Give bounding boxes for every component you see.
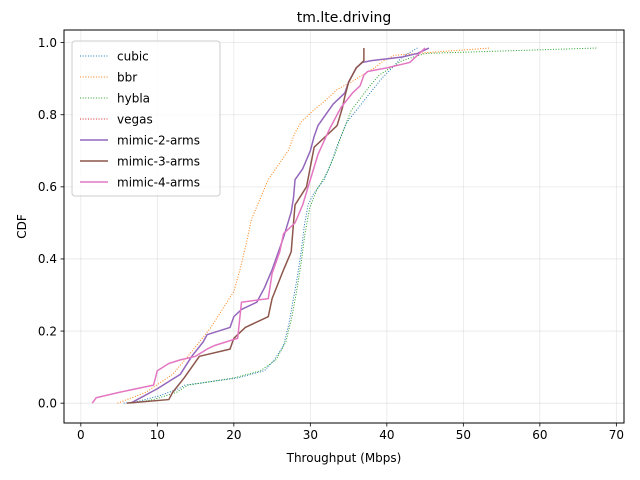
y-tick-label: 0.4 [38,252,57,266]
chart-title: tm.lte.driving [297,10,392,26]
x-tick-label: 10 [150,428,165,442]
legend: cubic bbr hybla vegas mimic-2-arms mimic-3-ar… [71,40,221,197]
legend-label-mimic-2-arms: mimic-2-arms [117,133,200,147]
y-tick-label: 0.6 [38,180,57,194]
y-axis-label: CDF [15,214,29,239]
x-tick-label: 60 [532,428,547,442]
y-tick-label: 0.2 [38,324,57,338]
grid [64,30,624,423]
x-tick-label: 70 [609,428,624,442]
x-tick-label: 40 [379,428,394,442]
legend-label-mimic-3-arms: mimic-3-arms [117,154,200,168]
series-lines [91,47,598,404]
legend-box [71,40,221,197]
axes-frame [63,29,625,424]
x-tick-label: 50 [456,428,471,442]
legend-label-hybla: hybla [117,91,150,105]
y-tick-label: 0.8 [38,108,57,122]
x-axis-label: Throughput (Mbps) [286,451,402,465]
legend-label-mimic-4-arms: mimic-4-arms [117,175,200,189]
legend-label-cubic: cubic [117,49,149,63]
y-tick-label: 0.0 [38,396,57,410]
ticks: 0 10 20 30 40 50 60 70 0.0 0.2 0.4 0.6 0.8 1.0 [38,36,624,442]
x-tick-label: 30 [303,428,318,442]
x-tick-label: 20 [226,428,241,442]
legend-label-vegas: vegas [117,112,153,126]
legend-label-bbr: bbr [117,70,137,84]
series-line-hybla [132,47,598,404]
y-tick-label: 1.0 [38,36,57,50]
series-line-cubic [123,47,418,404]
series-line-mimic-4-arms [91,47,426,404]
x-tick-label: 0 [77,428,85,442]
series-line-mimic-3-arms [126,48,365,404]
